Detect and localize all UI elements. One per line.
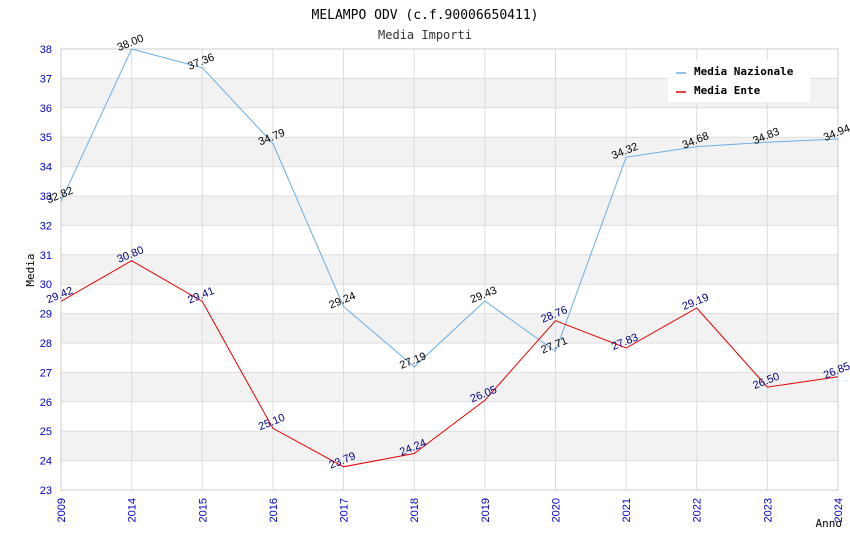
grid-band (61, 254, 838, 285)
y-tick-label: 28 (40, 338, 52, 350)
chart-subtitle: Media Importi (378, 28, 472, 42)
x-tick-label: 2017 (339, 498, 351, 522)
x-tick-label: 2015 (197, 498, 209, 522)
y-tick-label: 27 (40, 367, 52, 379)
data-label: 29.41 (186, 285, 216, 306)
x-tick-label: 2019 (480, 498, 492, 522)
y-tick-label: 26 (40, 397, 52, 409)
y-tick-label: 33 (40, 191, 52, 203)
data-label: 27.19 (398, 350, 428, 371)
x-axis-ticks: 2009 2014 2015 2016 2017 2018 2019 2020 2021 2022… (56, 498, 845, 522)
x-tick-label: 2014 (127, 498, 139, 522)
grid-band (61, 137, 838, 167)
x-tick-label: 2022 (692, 498, 704, 522)
y-tick-label: 23 (40, 485, 52, 497)
y-axis-ticks: 23 24 25 26 27 28 29 30 31 32 33 34 35 36 37 38 (40, 44, 52, 497)
y-tick-label: 34 (40, 162, 52, 174)
y-tick-label: 35 (40, 132, 52, 144)
x-tick-label: 2023 (762, 498, 774, 522)
y-tick-label: 37 (40, 73, 52, 85)
data-label: 25.10 (257, 412, 287, 433)
y-tick-label: 36 (40, 103, 52, 115)
x-tick-label: 2021 (621, 498, 633, 522)
plot-frame (60, 48, 839, 491)
x-tick-label: 2018 (409, 498, 421, 522)
x-axis-label: Anno (816, 517, 843, 530)
series-line-media-ente (60, 260, 839, 468)
y-tick-label: 32 (40, 220, 52, 232)
y-tick-label: 24 (40, 456, 52, 468)
y-axis-label: Media (24, 253, 37, 286)
x-tick-label: 2020 (550, 498, 562, 522)
y-tick-label: 38 (40, 44, 52, 56)
x-tick-label: 2024 (833, 498, 845, 522)
x-tick-label: 2016 (268, 498, 280, 522)
y-tick-label: 30 (40, 279, 52, 291)
grid-band (61, 196, 838, 226)
legend-box (668, 60, 810, 102)
data-label: 37.36 (186, 51, 216, 72)
x-tick-label: 2009 (56, 498, 68, 522)
y-tick-label: 25 (40, 426, 52, 438)
legend-label-media-nazionale: Media Nazionale (694, 65, 794, 78)
grid-band (61, 431, 838, 461)
data-label: 29.24 (327, 290, 357, 311)
grid-bands (61, 78, 838, 461)
grid-lines (60, 48, 839, 491)
chart-title: MELAMPO ODV (c.f.90006650411) (312, 8, 539, 23)
legend-label-media-ente: Media Ente (694, 84, 761, 97)
legend: Media Nazionale Media Ente (668, 60, 810, 102)
series-lines (60, 48, 839, 468)
y-tick-label: 31 (40, 250, 52, 262)
series-line-media-nazionale (60, 48, 839, 368)
y-tick-label: 29 (40, 309, 52, 321)
data-label: 29.19 (681, 292, 711, 313)
grid-band (61, 313, 838, 343)
grid-band (61, 372, 838, 402)
